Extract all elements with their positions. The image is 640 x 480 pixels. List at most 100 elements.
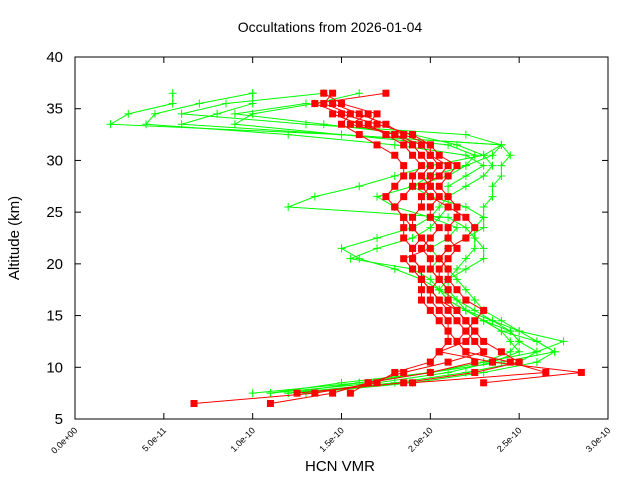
red-point (444, 306, 452, 314)
green-point (515, 337, 524, 346)
red-point (391, 182, 399, 190)
red-point (329, 100, 337, 108)
red-point (444, 172, 452, 180)
red-point (462, 317, 470, 325)
red-point (444, 224, 452, 232)
red-point (426, 162, 434, 170)
red-point (444, 275, 452, 283)
red-point (400, 255, 408, 263)
red-point (542, 368, 550, 376)
red-point (417, 234, 425, 242)
red-point (346, 110, 354, 118)
red-point (426, 306, 434, 314)
green-point (461, 202, 470, 211)
red-point (497, 348, 505, 356)
red-point (382, 89, 390, 97)
red-point (320, 89, 328, 97)
red-point (409, 141, 417, 149)
red-point (355, 110, 363, 118)
red-point (435, 193, 443, 201)
y-tick-label: 35 (46, 101, 63, 118)
x-axis-label: HCN VMR (305, 458, 375, 475)
chart-title: Occultations from 2026-01-04 (238, 19, 423, 35)
red-point (400, 234, 408, 242)
red-point (409, 244, 417, 252)
y-tick-label: 15 (46, 308, 63, 325)
red-point (190, 399, 198, 407)
red-point (435, 182, 443, 190)
red-point (435, 275, 443, 283)
green-point (497, 161, 506, 170)
x-tick-label: 1.5e-10 (317, 425, 346, 454)
red-point (364, 379, 372, 387)
red-point (453, 286, 461, 294)
green-point (506, 151, 515, 160)
green-point (355, 254, 364, 263)
green-point (488, 161, 497, 170)
red-point (426, 213, 434, 221)
green-point (506, 347, 515, 356)
red-point (453, 162, 461, 170)
red-point (373, 110, 381, 118)
green-point (461, 223, 470, 232)
green-point (426, 275, 435, 284)
green-point (168, 99, 177, 108)
red-point (462, 234, 470, 242)
green-point (284, 130, 293, 139)
red-point (471, 337, 479, 345)
red-point (444, 317, 452, 325)
red-point (435, 151, 443, 159)
red-point (480, 379, 488, 387)
y-tick-label: 25 (46, 204, 63, 221)
green-point (346, 254, 355, 263)
red-point (471, 224, 479, 232)
green-point (435, 202, 444, 211)
green-point (461, 151, 470, 160)
red-point (435, 296, 443, 304)
green-point (373, 192, 382, 201)
red-point (391, 151, 399, 159)
red-point (462, 213, 470, 221)
red-point (391, 203, 399, 211)
red-point (435, 306, 443, 314)
green-point (488, 151, 497, 160)
x-tick-label: 0.0e+00 (49, 425, 79, 455)
red-point (364, 110, 372, 118)
red-point (426, 255, 434, 263)
red-point (435, 255, 443, 263)
green-line (108, 93, 557, 394)
green-point (488, 316, 497, 325)
green-point (301, 120, 310, 129)
red-point (409, 131, 417, 139)
green-point (470, 296, 479, 305)
red-point (453, 306, 461, 314)
red-point (426, 182, 434, 190)
green-point (488, 192, 497, 201)
green-point (337, 130, 346, 139)
green-point (142, 120, 151, 129)
red-point (311, 100, 319, 108)
green-point (106, 120, 115, 129)
green-point (319, 120, 328, 129)
green-point (452, 265, 461, 274)
green-series (106, 89, 559, 398)
green-point (532, 347, 541, 356)
y-tick-label: 10 (46, 359, 63, 376)
red-point (453, 317, 461, 325)
green-point (444, 182, 453, 191)
red-point (391, 131, 399, 139)
red-point (435, 224, 443, 232)
red-point (409, 379, 417, 387)
red-point (391, 368, 399, 376)
red-point (480, 348, 488, 356)
red-point (346, 120, 354, 128)
red-point (435, 348, 443, 356)
red-point (373, 120, 381, 128)
red-point (417, 296, 425, 304)
green-point (230, 120, 239, 129)
red-point (462, 337, 470, 345)
red-point (435, 265, 443, 273)
red-point (417, 265, 425, 273)
y-tick-label: 40 (46, 49, 63, 66)
green-point (479, 202, 488, 211)
